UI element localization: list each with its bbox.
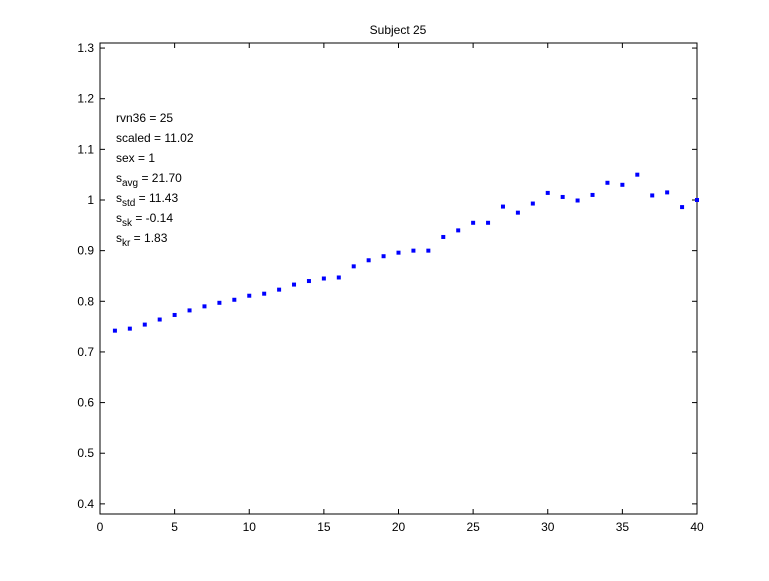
data-point: [590, 192, 595, 197]
data-point: [515, 210, 520, 215]
data-point: [351, 264, 356, 269]
annotation-line: s: [116, 171, 122, 185]
data-point: [142, 322, 147, 327]
annotation-subscript: sk: [122, 218, 133, 229]
data-point: [336, 275, 341, 280]
data-point: [500, 204, 505, 209]
annotation-subscript: avg: [122, 178, 138, 189]
data-point: [172, 312, 177, 317]
data-point: [545, 190, 550, 195]
ticks-layer: 0 5 10 15 20 25 30 35 40 0.4 0.5 0.6 0.7 0.8 0.9 1 1.1 1.…: [77, 41, 704, 534]
y-tick-label: 0.7: [77, 345, 94, 359]
data-point: [321, 276, 326, 281]
annotation-subscript: std: [122, 198, 135, 209]
x-tick-label: 35: [616, 520, 630, 534]
annotation-line: rvn36 = 25: [116, 111, 173, 125]
y-tick-label: 0.4: [77, 497, 94, 511]
annotation-line: scaled = 11.02: [116, 131, 194, 145]
y-tick-label: 1: [87, 193, 94, 207]
data-point: [232, 297, 237, 302]
x-tick-label: 25: [466, 520, 480, 534]
chart-title: Subject 25: [370, 23, 427, 37]
data-point: [366, 258, 371, 263]
y-tick-label: 0.5: [77, 446, 94, 460]
annotation-line: s: [116, 231, 122, 245]
x-tick-label: 5: [171, 520, 178, 534]
data-point: [486, 220, 491, 225]
data-point: [695, 198, 699, 202]
data-point: [426, 248, 431, 253]
annotation-value: = 11.43: [135, 191, 178, 205]
data-point: [157, 317, 162, 322]
data-point: [441, 234, 446, 239]
data-point: [456, 228, 461, 233]
data-point: [665, 190, 670, 195]
data-point: [680, 205, 685, 210]
x-tick-label: 40: [690, 520, 704, 534]
data-point: [620, 182, 625, 187]
x-tick-label: 10: [243, 520, 257, 534]
data-point: [247, 293, 252, 298]
data-point: [411, 248, 416, 253]
data-point: [187, 308, 192, 313]
data-point: [530, 201, 535, 206]
x-tick-label: 30: [541, 520, 555, 534]
data-points: [112, 172, 699, 333]
data-point: [575, 198, 580, 203]
data-point: [217, 300, 222, 305]
x-tick-label: 0: [97, 520, 104, 534]
data-point: [605, 180, 610, 185]
data-point: [381, 254, 386, 259]
annotation-line: s: [116, 211, 122, 225]
data-point: [650, 193, 655, 198]
y-tick-label: 1.1: [77, 142, 94, 156]
y-tick-label: 0.6: [77, 396, 94, 410]
y-tick-label: 1.2: [77, 92, 94, 106]
data-point: [262, 291, 267, 296]
data-point: [471, 220, 476, 225]
annotation-line: s: [116, 191, 122, 205]
data-point: [277, 287, 282, 292]
plot-area: [99, 42, 698, 515]
data-point: [396, 250, 401, 255]
x-tick-label: 15: [317, 520, 331, 534]
data-point: [127, 326, 132, 331]
data-point: [635, 172, 640, 177]
x-tick-label: 20: [392, 520, 406, 534]
stats-annotation: rvn36 = 25 scaled = 11.02 sex = 1 savg = 21…: [116, 111, 194, 249]
annotation-line: sex = 1: [116, 151, 155, 165]
data-point: [202, 304, 207, 309]
data-point: [112, 328, 117, 333]
data-point: [292, 282, 297, 287]
annotation-value: = 21.70: [138, 171, 182, 185]
annotation-value: = 1.83: [130, 231, 167, 245]
annotation-subscript: kr: [122, 238, 131, 249]
y-tick-label: 1.3: [77, 41, 94, 55]
y-tick-label: 0.9: [77, 244, 94, 258]
data-point: [560, 194, 565, 199]
y-tick-label: 0.8: [77, 294, 94, 308]
data-point: [306, 279, 311, 284]
annotation-value: = -0.14: [132, 211, 173, 225]
